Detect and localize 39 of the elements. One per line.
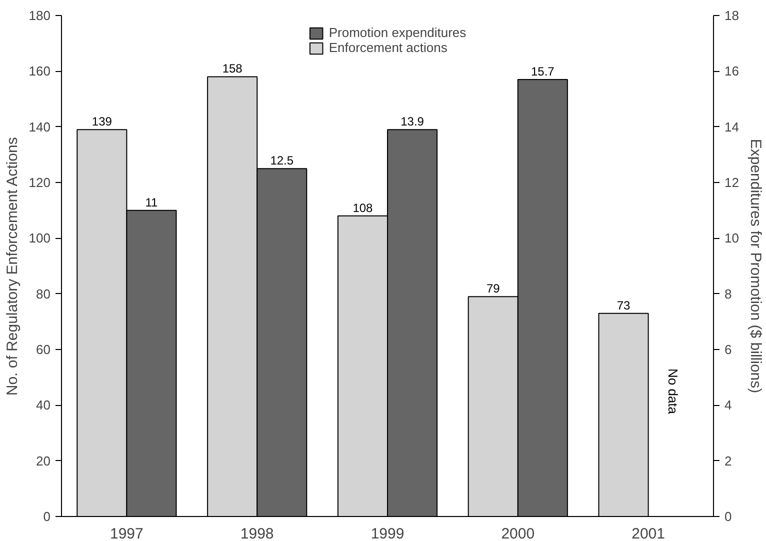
data-label: 13.9 (400, 114, 424, 129)
y2-tick-label: 6 (724, 342, 732, 357)
legend-label: Promotion expenditures (328, 25, 466, 40)
y-tick-label: 180 (28, 8, 51, 23)
y-tick-label: 60 (36, 342, 51, 357)
y2-tick-label: 12 (724, 175, 739, 190)
data-label: 108 (352, 200, 374, 215)
y2-tick-label: 0 (724, 509, 732, 524)
data-label: 139 (92, 114, 112, 129)
annotation: No data (666, 368, 681, 415)
y2-tick-label: 8 (724, 286, 732, 302)
data-label: 12.5 (270, 154, 294, 168)
y-tick-label: 140 (28, 119, 51, 134)
x-tick-label: 1997 (110, 526, 144, 541)
x-tick-label: 2001 (632, 526, 665, 541)
y-tick-label: 80 (36, 286, 51, 302)
y-axis-title: No. of Regulatory Enforcement Actions (4, 137, 21, 396)
y2-tick-label: 14 (724, 119, 739, 134)
y2-tick-label: 10 (724, 230, 739, 246)
legend-label: Enforcement actions (328, 40, 448, 55)
y2-tick-label: 18 (724, 8, 739, 23)
y2-tick-label: 2 (724, 453, 732, 468)
data-label: 11 (145, 195, 158, 210)
x-tick-label: 1999 (370, 526, 404, 541)
y-tick-label: 100 (28, 230, 51, 246)
x-tick-label: 1998 (240, 526, 274, 541)
y-tick-label: 120 (28, 175, 51, 190)
y2-axis-title: Expenditures for Promotion ($ billions) (746, 138, 764, 394)
y2-tick-label: 16 (724, 64, 739, 79)
data-label: 158 (222, 62, 243, 76)
data-label: 15.7 (531, 64, 555, 79)
y-tick-label: 40 (36, 398, 51, 413)
y-tick-label: 20 (36, 453, 51, 468)
x-tick-label: 2000 (501, 526, 535, 541)
data-label: 79 (486, 282, 500, 296)
y2-tick-label: 4 (724, 398, 732, 413)
data-label: 73 (616, 298, 631, 312)
y-tick-label: 160 (28, 64, 51, 79)
y-tick-label: 0 (43, 509, 51, 524)
